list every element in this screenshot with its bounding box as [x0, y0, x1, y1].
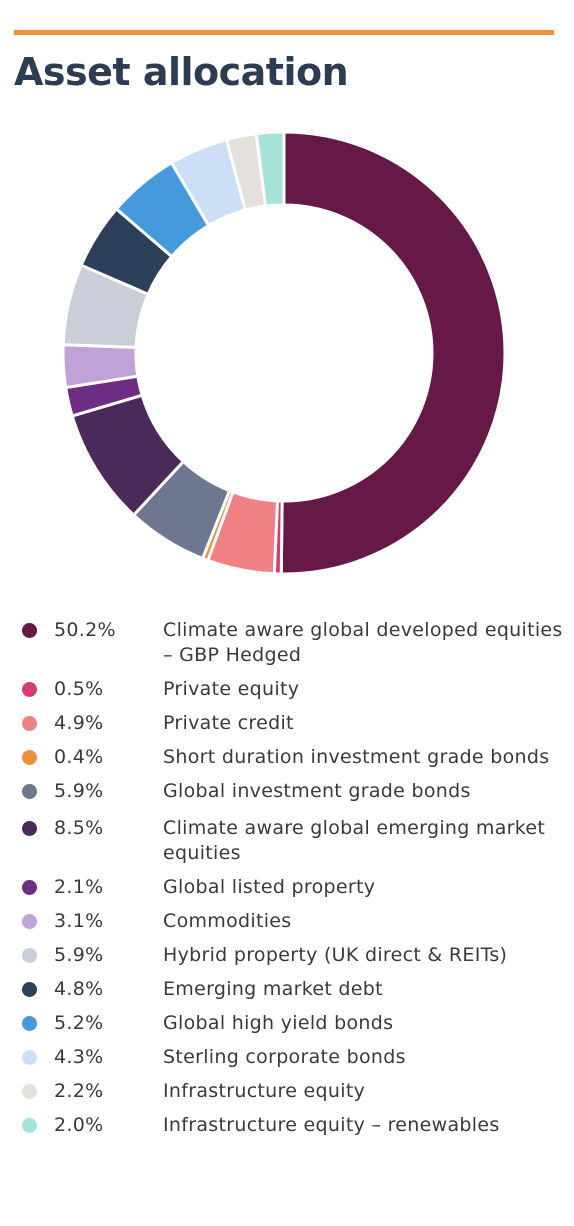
legend-label: Private credit: [163, 712, 294, 734]
legend-percent: 2.2%: [54, 1080, 104, 1102]
legend-item: 8.5% Climate aware global emerging market…: [22, 816, 567, 866]
legend-percent: 8.5%: [54, 817, 104, 839]
legend-label: Emerging market debt: [163, 978, 383, 1000]
legend-swatch: [22, 821, 37, 836]
legend-label: Climate aware global developed equities …: [163, 619, 563, 666]
legend-item: 0.5% Private equity: [22, 677, 567, 702]
legend-percent: 50.2%: [54, 619, 116, 641]
legend-swatch: [22, 1016, 37, 1031]
legend-label: Infrastructure equity – renewables: [163, 1114, 500, 1136]
legend-swatch: [22, 784, 37, 799]
legend-item: 50.2% Climate aware global developed equi…: [22, 618, 567, 668]
donut-chart: [61, 130, 507, 576]
legend-item: 5.2% Global high yield bonds: [22, 1011, 567, 1036]
legend-swatch: [22, 1084, 37, 1099]
donut-slice: [254, 130, 286, 208]
chart-legend: 50.2% Climate aware global developed equi…: [22, 618, 567, 1138]
legend-percent: 0.4%: [54, 746, 104, 768]
legend-swatch: [22, 716, 37, 731]
header-accent-rule: [14, 30, 554, 35]
legend-swatch: [22, 682, 37, 697]
legend-swatch: [22, 623, 37, 638]
legend-swatch: [22, 982, 37, 997]
legend-percent: 4.3%: [54, 1046, 104, 1068]
legend-item: 0.4% Short duration investment grade bond…: [22, 745, 567, 770]
legend-label: Commodities: [163, 910, 292, 932]
legend-swatch: [22, 1118, 37, 1133]
legend-percent: 3.1%: [54, 910, 104, 932]
legend-swatch: [22, 750, 37, 765]
legend-item: 2.0% Infrastructure equity – renewables: [22, 1113, 567, 1138]
legend-percent: 4.9%: [54, 712, 104, 734]
legend-label: Global high yield bonds: [163, 1012, 394, 1034]
legend-item: 5.9% Global investment grade bonds: [22, 779, 567, 804]
legend-swatch: [22, 914, 37, 929]
legend-item: 2.2% Infrastructure equity: [22, 1079, 567, 1104]
legend-label: Infrastructure equity: [163, 1080, 366, 1102]
legend-label: Climate aware global emerging market equ…: [163, 817, 546, 864]
legend-label: Private equity: [163, 678, 300, 700]
legend-percent: 2.1%: [54, 876, 104, 898]
legend-swatch: [22, 948, 37, 963]
legend-label: Short duration investment grade bonds: [163, 746, 550, 768]
legend-item: 4.8% Emerging market debt: [22, 977, 567, 1002]
legend-label: Hybrid property (UK direct & REITs): [163, 944, 508, 966]
legend-percent: 5.2%: [54, 1012, 104, 1034]
legend-item: 2.1% Global listed property: [22, 875, 567, 900]
legend-swatch: [22, 1050, 37, 1065]
page-title: Asset allocation: [14, 50, 349, 94]
donut-slice: [279, 130, 507, 576]
legend-percent: 0.5%: [54, 678, 104, 700]
legend-percent: 5.9%: [54, 780, 104, 802]
legend-item: 3.1% Commodities: [22, 909, 567, 934]
legend-item: 4.3% Sterling corporate bonds: [22, 1045, 567, 1070]
legend-label: Global investment grade bonds: [163, 780, 471, 802]
legend-percent: 2.0%: [54, 1114, 104, 1136]
legend-percent: 5.9%: [54, 944, 104, 966]
legend-item: 5.9% Hybrid property (UK direct & REITs): [22, 943, 567, 968]
legend-item: 4.9% Private credit: [22, 711, 567, 736]
legend-label: Global listed property: [163, 876, 376, 898]
legend-label: Sterling corporate bonds: [163, 1046, 406, 1068]
legend-percent: 4.8%: [54, 978, 104, 1000]
legend-swatch: [22, 880, 37, 895]
